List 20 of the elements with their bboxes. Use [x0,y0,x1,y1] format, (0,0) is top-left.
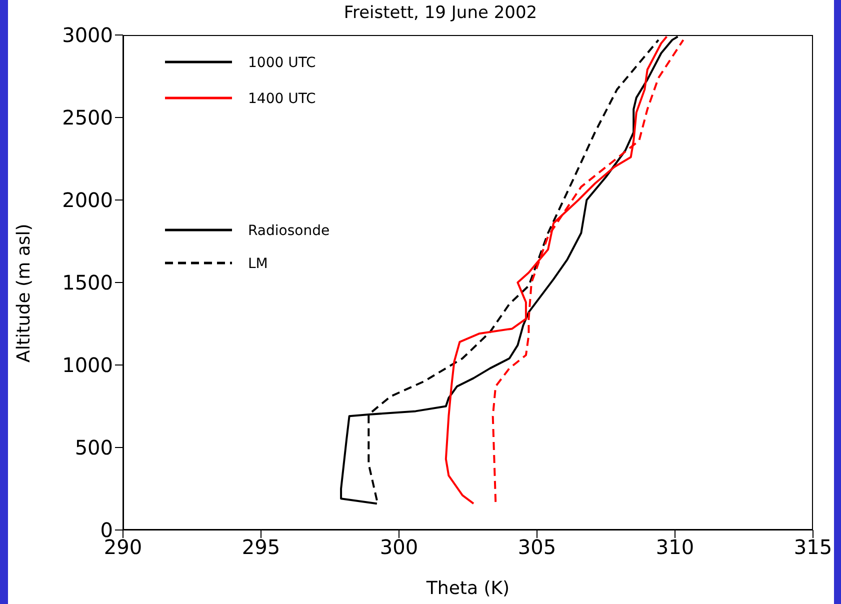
chart-title: Freistett, 19 June 2002 [344,3,538,23]
y-tick-label: 3000 [62,23,113,48]
x-axis-title: Theta (K) [425,578,510,599]
y-tick-label: 500 [74,436,113,460]
y-tick-label: 2000 [62,188,113,212]
x-tick-label: 305 [518,535,556,560]
y-tick-label: 2500 [62,106,113,130]
annotation: LM [248,256,268,272]
y-axis-title: Altitude (m asl) [13,224,34,362]
y-tick-label: 1500 [62,270,113,295]
x-tick-label: 300 [380,535,418,560]
x-tick-label: 310 [656,535,694,560]
annotation: Radiosonde [248,223,330,239]
annotation: 1000 UTC [248,55,316,71]
x-tick-label: 295 [242,535,280,560]
x-tick-label: 315 [794,535,832,560]
annotation: 1400 UTC [248,91,316,107]
line-series [340,36,679,505]
y-tick-label: 1000 [62,353,113,378]
line-series [368,38,660,502]
